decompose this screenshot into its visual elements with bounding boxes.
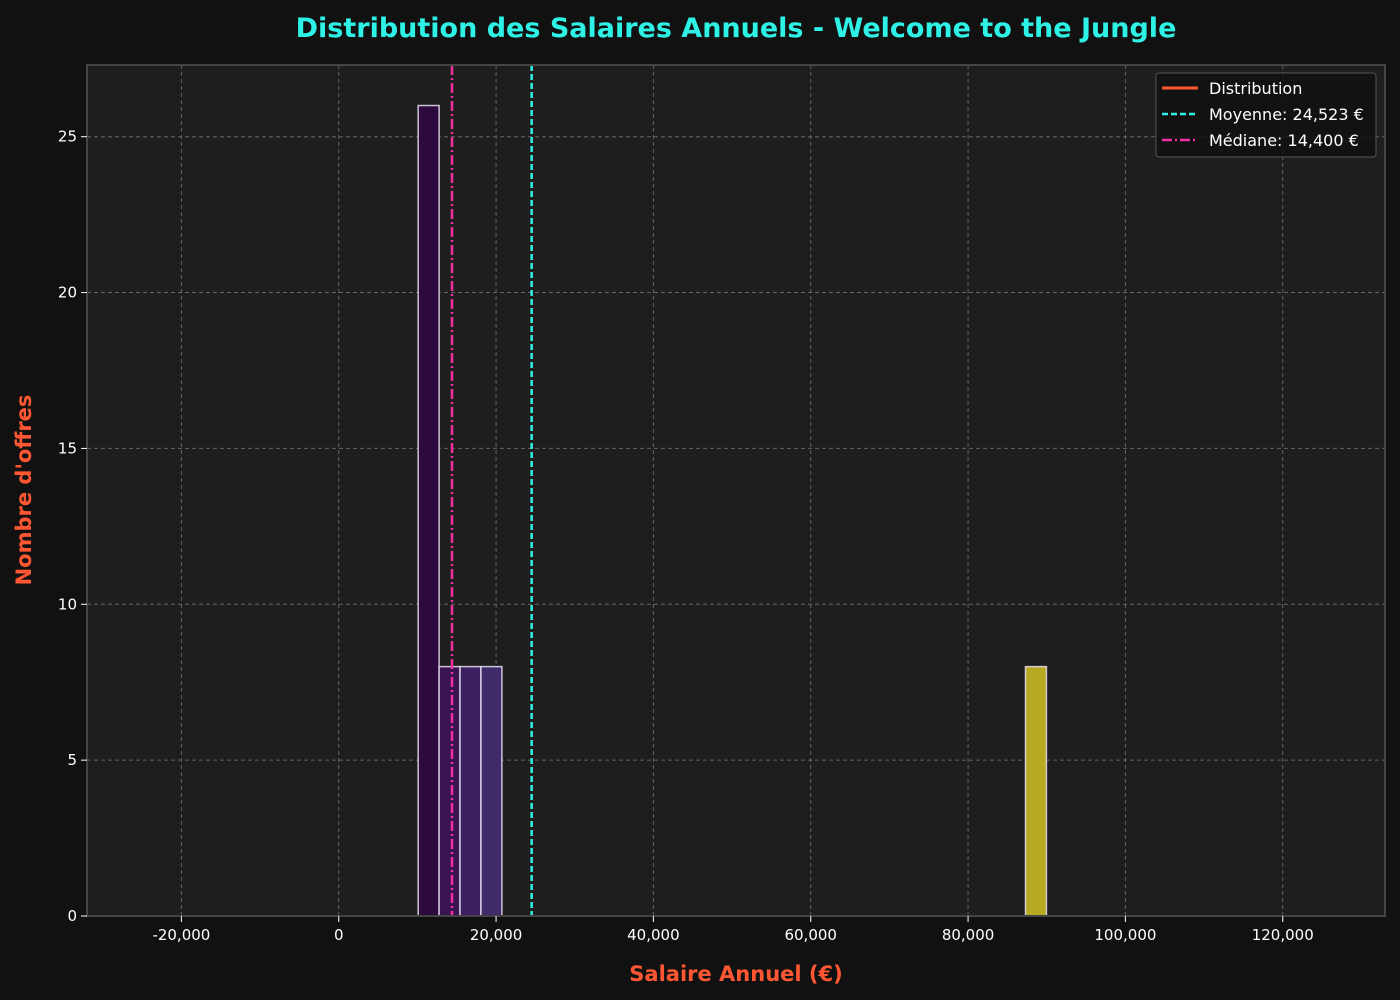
x-tick-label: 80,000 bbox=[942, 926, 995, 944]
x-axis-ticks: -20,000 0 20,000 40,000 60,000 80,000 100,000 1… bbox=[152, 916, 1314, 944]
histogram-bar bbox=[438, 665, 461, 917]
y-tick-label: 20 bbox=[58, 284, 77, 302]
x-tick-label: 0 bbox=[334, 926, 344, 944]
x-tick-label: 120,000 bbox=[1252, 926, 1314, 944]
x-tick-label: 20,000 bbox=[470, 926, 523, 944]
histogram-bar bbox=[480, 665, 503, 917]
histogram-bars bbox=[417, 104, 1048, 917]
y-tick-label: 0 bbox=[67, 907, 77, 925]
plot-area bbox=[87, 65, 1385, 916]
y-tick-label: 10 bbox=[58, 595, 77, 613]
plot-frame bbox=[86, 64, 1386, 917]
legend-distribution-label: Distribution bbox=[1209, 79, 1302, 98]
y-tick-label: 5 bbox=[67, 751, 77, 769]
histogram-bar bbox=[1024, 665, 1048, 917]
y-axis-label: Nombre d'offres bbox=[12, 395, 36, 586]
y-axis-ticks: 0 5 10 15 20 25 bbox=[58, 128, 87, 925]
legend: Distribution Moyenne: 24,523 € Médiane: … bbox=[1155, 72, 1377, 158]
y-tick-label: 15 bbox=[58, 439, 77, 457]
x-tick-label: 60,000 bbox=[784, 926, 837, 944]
chart-title: Distribution des Salaires Annuels - Welc… bbox=[296, 13, 1177, 44]
legend-mean-label: Moyenne: 24,523 € bbox=[1209, 105, 1364, 124]
x-axis-label: Salaire Annuel (€) bbox=[629, 962, 842, 986]
x-tick-label: 40,000 bbox=[627, 926, 680, 944]
legend-box bbox=[1155, 72, 1377, 158]
y-tick-label: 25 bbox=[58, 128, 77, 146]
x-tick-label: -20,000 bbox=[152, 926, 210, 944]
x-tick-label: 100,000 bbox=[1094, 926, 1156, 944]
histogram-bar bbox=[417, 104, 440, 917]
histogram-bar bbox=[459, 665, 482, 917]
legend-median-label: Médiane: 14,400 € bbox=[1209, 131, 1359, 150]
